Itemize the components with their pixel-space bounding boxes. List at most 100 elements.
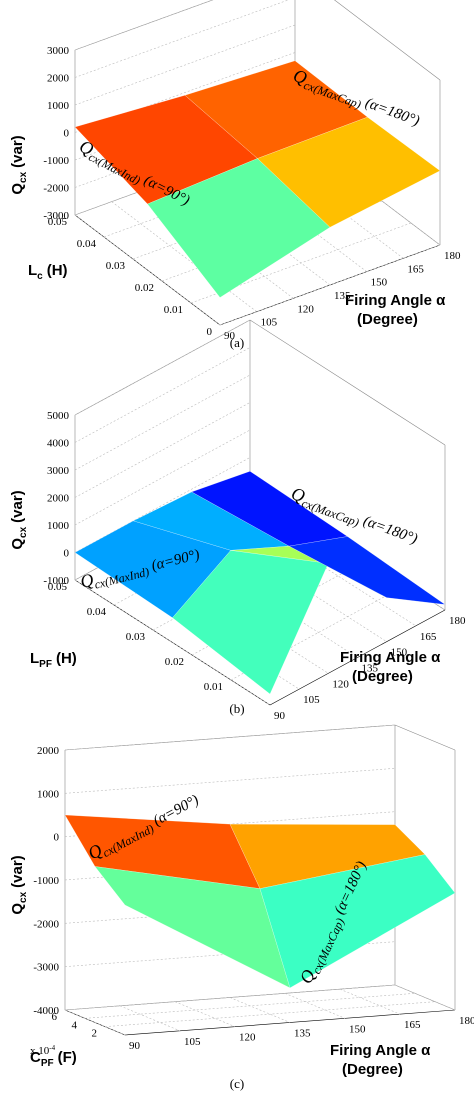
z-tick-label: 0 — [64, 128, 70, 140]
symbol: Q — [78, 569, 95, 592]
symbol: Q — [9, 538, 26, 550]
box-edge — [334, 0, 441, 81]
grid-line — [174, 1001, 236, 1027]
y-tick-label: 0.05 — [48, 216, 68, 228]
x-tick-label: 150 — [391, 647, 408, 659]
y-tick-label: 0.04 — [77, 238, 97, 250]
x-axis-label: (Degree) — [342, 1061, 403, 1078]
z-tick-label: 5000 — [47, 410, 70, 422]
grid-line — [74, 402, 251, 498]
unit: (var) — [9, 855, 26, 888]
z-tick-label: 2000 — [47, 73, 70, 85]
grid-line — [64, 768, 396, 794]
z-tick-label: -1000 — [43, 155, 69, 167]
y-tick-label: 0.01 — [204, 681, 223, 693]
grid-line — [284, 993, 346, 1019]
surface-patch — [257, 116, 441, 228]
x-axis-label: (Degree) — [352, 668, 413, 685]
grid-line — [162, 532, 358, 658]
unit: (var) — [9, 490, 26, 523]
x-tick-label: 90 — [274, 710, 286, 722]
grid-line — [219, 244, 441, 326]
unit: (F) — [58, 1049, 77, 1066]
x-tick-label: 135 — [334, 290, 351, 302]
surface-patch — [288, 536, 446, 605]
z-tick-label: -2000 — [33, 918, 59, 930]
z-tick-label: 1000 — [37, 788, 60, 800]
surface-patch — [259, 854, 456, 989]
x-axis-label: Firing Angle α — [340, 649, 441, 666]
x-tick-label: 120 — [239, 1032, 256, 1044]
grid-line — [394, 984, 456, 1011]
y-tick-label: 0.04 — [87, 606, 107, 618]
grid-line — [74, 429, 251, 526]
x-tick-label: 120 — [297, 303, 314, 315]
z-tick-label: -3000 — [43, 210, 69, 222]
grid-line — [220, 500, 416, 627]
x-tick-label: 165 — [420, 631, 437, 643]
symbol: Q — [9, 183, 26, 195]
unit: (var) — [9, 135, 26, 168]
z-tick-label: 3000 — [47, 465, 70, 477]
x-axis-label: Firing Angle α — [345, 292, 446, 309]
z-tick-label: -1000 — [43, 575, 69, 587]
grid-line — [64, 1009, 126, 1036]
z-tick-label: -1000 — [33, 875, 59, 887]
z-axis-label: Qcx (var) — [9, 135, 29, 194]
x-tick-label: 105 — [184, 1036, 201, 1048]
caption: (a) — [230, 335, 244, 350]
symbol: L — [28, 262, 37, 279]
z-tick-label: 1000 — [47, 100, 70, 112]
x-tick-label: 180 — [449, 615, 466, 627]
symbol: Q — [289, 483, 308, 506]
grid-line — [74, 319, 251, 416]
x-tick-label: 165 — [404, 1019, 421, 1031]
unit: (H) — [47, 262, 68, 279]
caption: (c) — [230, 1076, 244, 1091]
x-axis-label: Firing Angle α — [330, 1042, 431, 1059]
y-tick-label: 0.05 — [48, 581, 68, 593]
box-edge — [394, 724, 456, 751]
z-tick-label: 2000 — [37, 745, 60, 757]
y-axis-label: LPF (H) — [30, 650, 77, 670]
x-tick-label: 150 — [349, 1023, 366, 1035]
axis-line — [74, 214, 221, 326]
subscript: cx — [18, 171, 29, 183]
grid-line — [64, 724, 396, 751]
grid-line — [74, 0, 290, 78]
z-tick-label: -4000 — [33, 1005, 59, 1017]
y-tick-label: 0.03 — [106, 260, 126, 272]
grid-line — [74, 0, 214, 51]
y-tick-label: 0.02 — [165, 656, 184, 668]
caption: (b) — [229, 701, 244, 716]
y-tick-label: 0 — [207, 326, 213, 338]
y-tick-label: 2 — [92, 1028, 98, 1040]
box-edge — [74, 0, 214, 51]
y-tick-label: 0.02 — [135, 282, 154, 294]
y-axis-label: Lc (H) — [28, 262, 68, 282]
z-tick-label: -3000 — [33, 962, 59, 974]
x-tick-label: 180 — [459, 1015, 474, 1027]
grid-line — [74, 347, 251, 443]
scale-label: x 10-4 — [30, 1044, 56, 1057]
grid-line — [74, 52, 296, 133]
grid-line — [74, 24, 296, 106]
symbol: C — [30, 1049, 41, 1066]
symbol: L — [30, 650, 39, 667]
grid-line — [74, 579, 271, 706]
grid-line — [74, 374, 251, 471]
box-edge — [249, 319, 446, 446]
subscript: cx — [18, 526, 29, 538]
grid-line — [229, 997, 291, 1023]
x-tick-label: 90 — [129, 1040, 141, 1052]
grid-line — [104, 1001, 436, 1027]
x-tick-label: 135 — [362, 663, 379, 675]
y-tick-label: 0.03 — [126, 631, 146, 643]
y-tick-label: 4 — [72, 1019, 78, 1031]
axis-line — [269, 609, 446, 706]
x-tick-label: 150 — [371, 277, 388, 289]
z-tick-label: 1000 — [47, 520, 70, 532]
z-axis-label: Qcx (var) — [9, 490, 29, 549]
subscript: cx — [18, 891, 29, 903]
condition: (α=180°) — [361, 513, 420, 547]
